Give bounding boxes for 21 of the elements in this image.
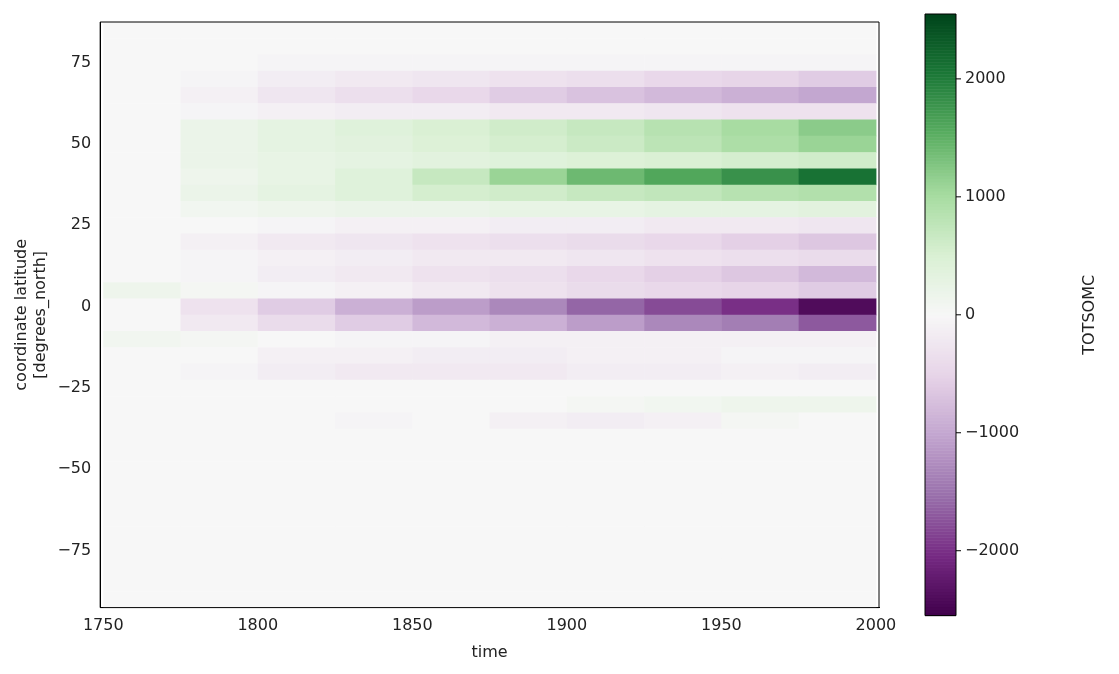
color-bar-title: TOTSOMC bbox=[1079, 274, 1099, 356]
color-bar-label: 2000 bbox=[965, 68, 1006, 88]
y-tick-label: 50 bbox=[70, 133, 92, 153]
y-tick-label: −25 bbox=[57, 377, 92, 397]
x-tick-label: 2000 bbox=[855, 615, 897, 635]
color-bar-label: 0 bbox=[965, 303, 976, 323]
y-tick-label: 0 bbox=[80, 295, 92, 315]
y-axis-title: coordinate latitude [degrees_north] bbox=[10, 238, 50, 391]
x-tick-label: 1950 bbox=[701, 615, 742, 635]
color-bar-label: −1000 bbox=[965, 421, 1020, 441]
y-tick-label: 25 bbox=[70, 214, 92, 234]
x-tick-label: 1900 bbox=[546, 615, 588, 635]
color-bar-label: −2000 bbox=[965, 539, 1020, 559]
y-tick-label: 75 bbox=[70, 51, 92, 71]
x-tick-label: 1750 bbox=[82, 615, 124, 635]
color-bar-label: 1000 bbox=[965, 186, 1006, 205]
x-axis-title: time bbox=[471, 641, 508, 661]
y-tick-label: −50 bbox=[57, 458, 92, 478]
x-tick-label: 1800 bbox=[237, 615, 279, 635]
y-tick-label: −75 bbox=[57, 539, 92, 559]
x-tick-label: 1850 bbox=[391, 615, 433, 635]
